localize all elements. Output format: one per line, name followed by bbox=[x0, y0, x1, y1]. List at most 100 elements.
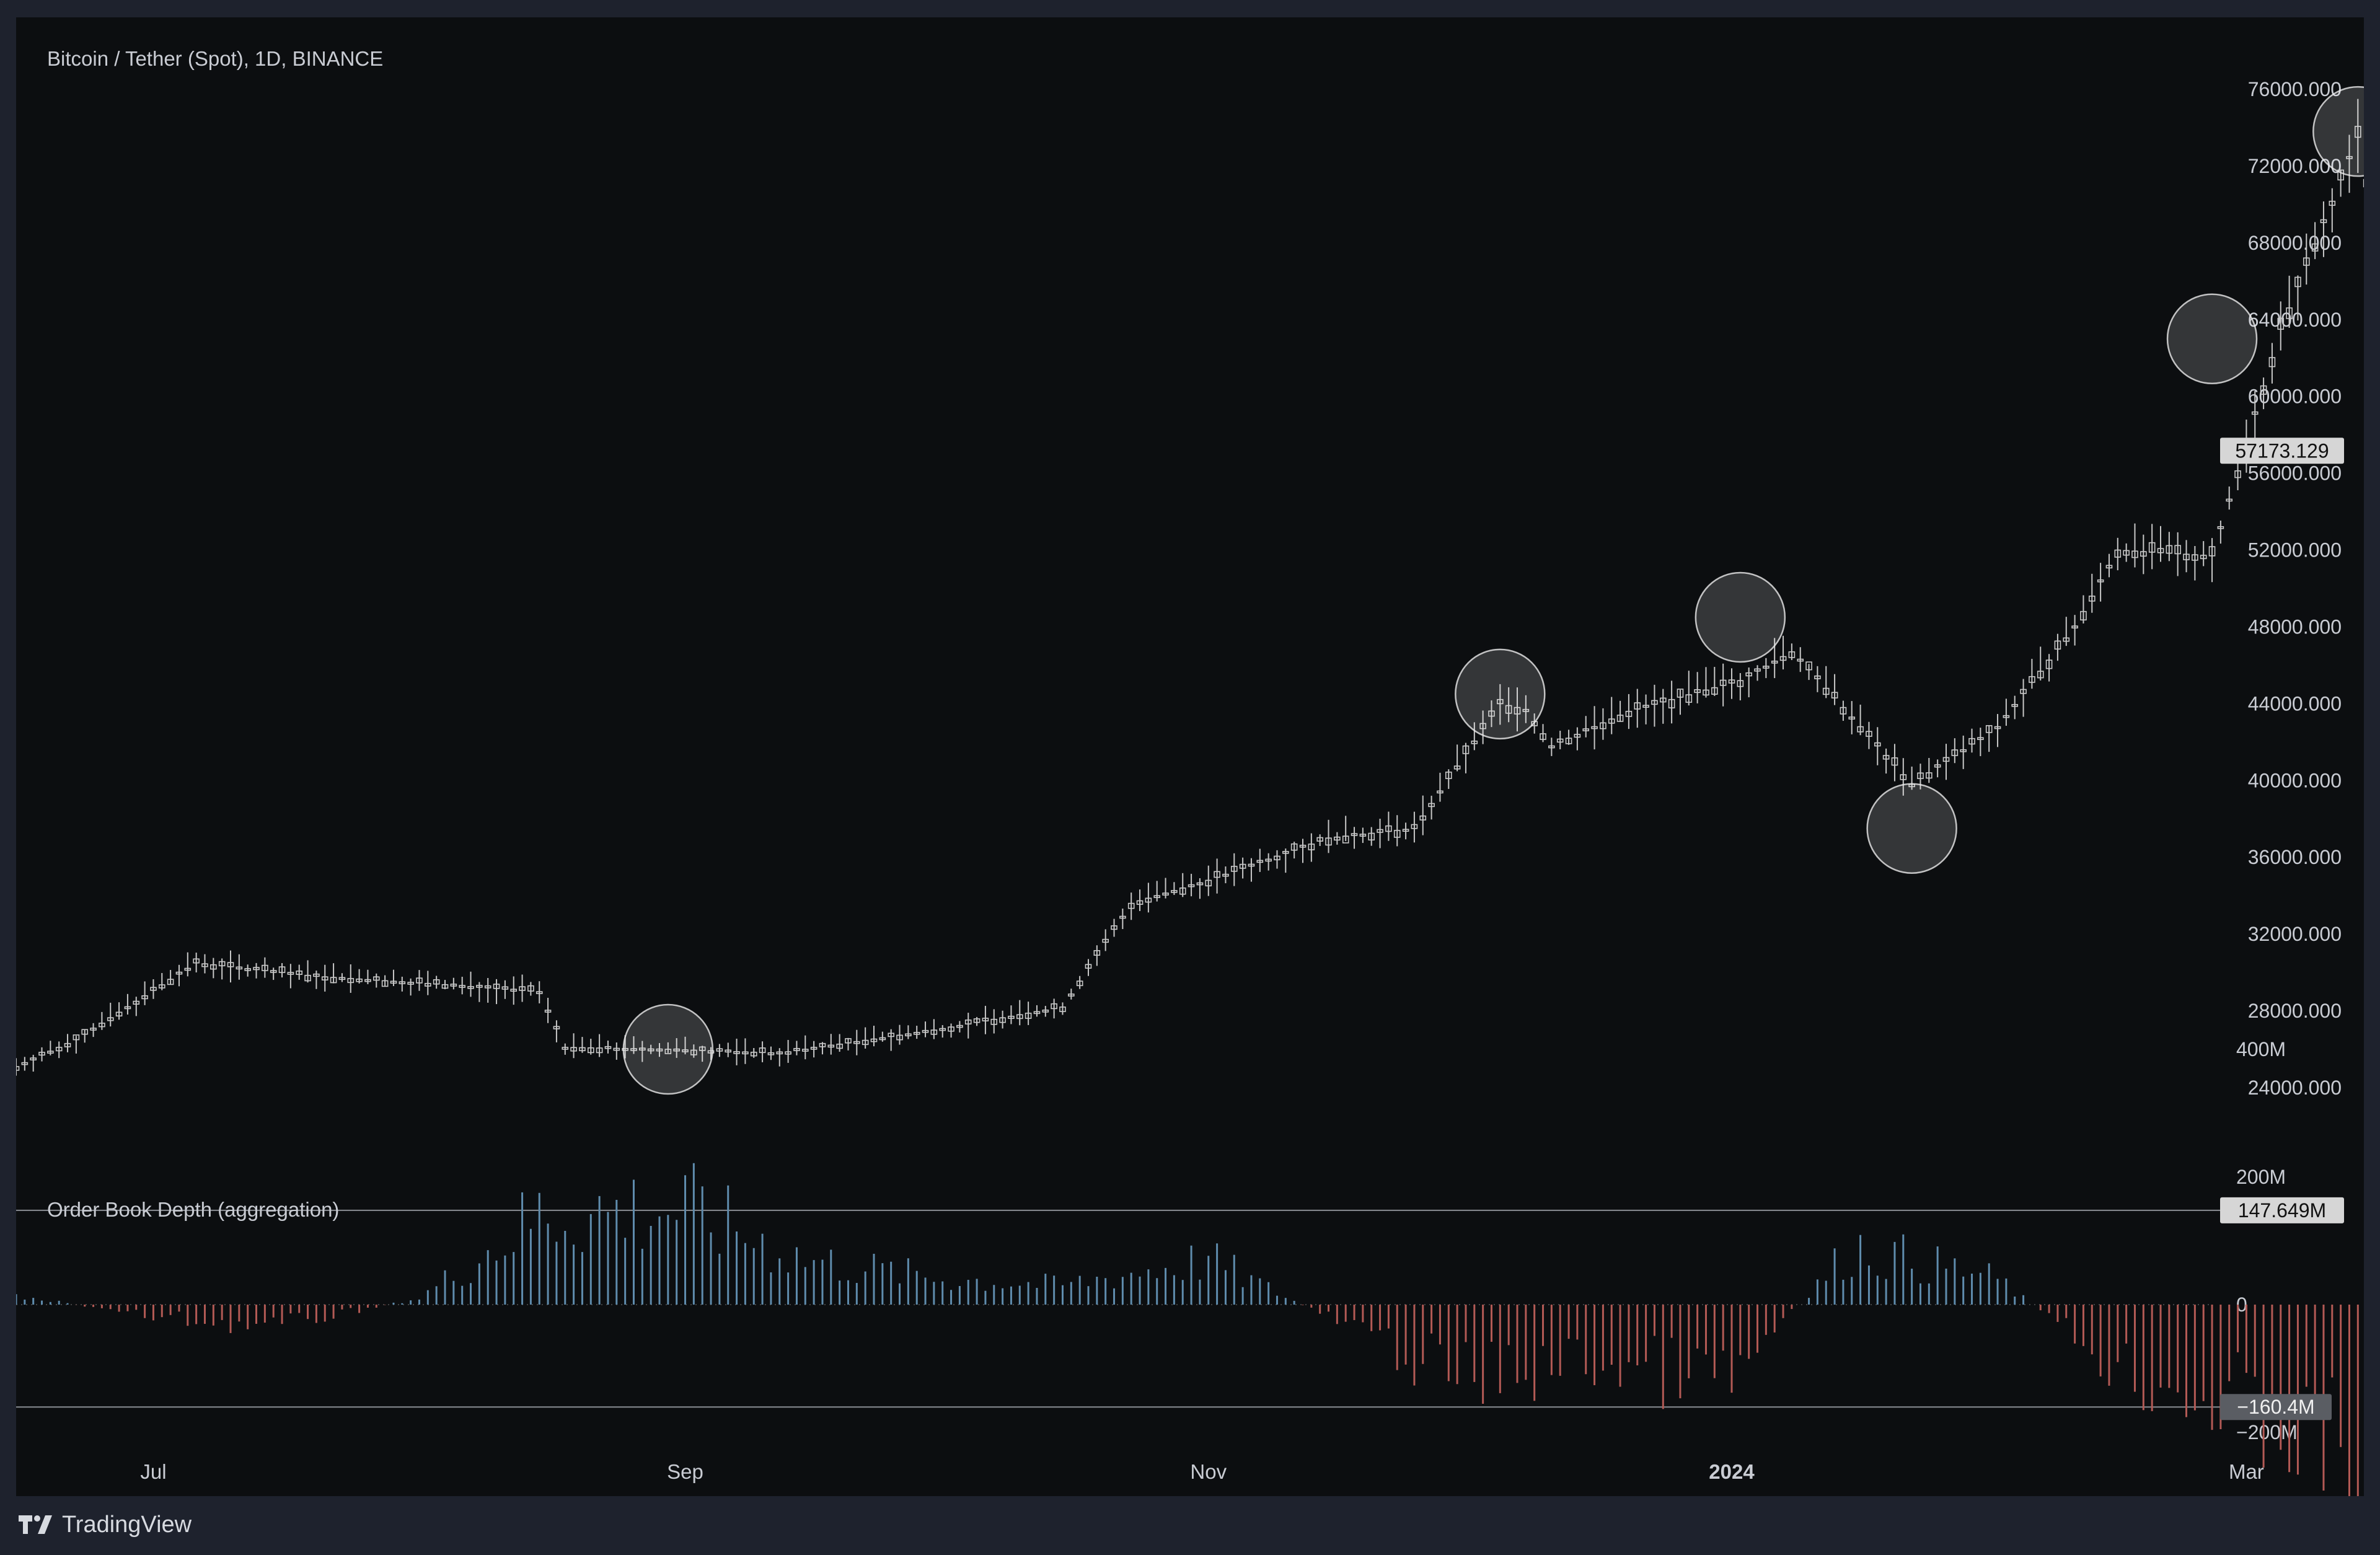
candle-body bbox=[785, 1051, 791, 1055]
candle-body bbox=[1556, 738, 1564, 743]
price-axis-tick-label: 48000.000 bbox=[2248, 615, 2342, 638]
candle-body bbox=[1411, 824, 1418, 829]
candle-body bbox=[425, 983, 431, 987]
price-axis-tick-label: 56000.000 bbox=[2248, 462, 2342, 485]
candle-body bbox=[622, 1047, 628, 1051]
candle-body bbox=[16, 1066, 20, 1071]
candle-body bbox=[519, 986, 526, 991]
candle-body bbox=[2148, 542, 2156, 553]
candle-body bbox=[1874, 742, 1881, 747]
candle-body bbox=[330, 977, 337, 984]
candle-body bbox=[870, 1038, 878, 1042]
candle-body bbox=[167, 979, 174, 985]
candle-body bbox=[1385, 825, 1392, 832]
candle-body bbox=[1008, 1015, 1015, 1019]
depth-axis-tick-label: 0 bbox=[2236, 1293, 2247, 1316]
candle-body bbox=[1694, 689, 1701, 694]
candle-body bbox=[982, 1018, 989, 1021]
candle-body bbox=[964, 1020, 972, 1024]
candle-body bbox=[2251, 411, 2259, 415]
candle-body bbox=[939, 1028, 946, 1031]
candle-body bbox=[1479, 723, 1486, 729]
candle-body bbox=[193, 958, 200, 964]
candle-body bbox=[1985, 725, 1993, 733]
candle-body bbox=[2208, 546, 2216, 557]
candle-body bbox=[1248, 863, 1255, 867]
candle-body bbox=[2260, 385, 2267, 395]
candle-body bbox=[1453, 765, 1461, 770]
candle-body bbox=[175, 971, 183, 975]
candle-body bbox=[1025, 1012, 1032, 1019]
time-axis-tick-label: Nov bbox=[1190, 1460, 1227, 1483]
candle-body bbox=[1136, 900, 1144, 905]
candle-body bbox=[1651, 700, 1658, 705]
candle-body bbox=[1068, 993, 1075, 997]
candle-body bbox=[682, 1049, 689, 1052]
candle-body bbox=[742, 1051, 749, 1055]
candle-body bbox=[1745, 672, 1752, 677]
candle-body bbox=[278, 966, 286, 973]
candle-body bbox=[1179, 888, 1186, 895]
candle-body bbox=[227, 962, 234, 967]
candle-body bbox=[1917, 772, 1924, 780]
price-axis-tick-label: 68000.000 bbox=[2248, 232, 2342, 254]
candle-body bbox=[1428, 803, 1435, 808]
candle-body bbox=[1334, 836, 1341, 841]
candle-body bbox=[1634, 702, 1641, 710]
candle-body bbox=[2080, 610, 2087, 621]
chart-title: Bitcoin / Tether (Spot), 1D, BINANCE bbox=[47, 47, 384, 70]
candle-body bbox=[836, 1043, 843, 1049]
price-axis-tick-label: 40000.000 bbox=[2248, 769, 2342, 791]
price-axis-tick-label: 64000.000 bbox=[2248, 309, 2342, 331]
candle-body bbox=[1127, 902, 1135, 909]
candle-body bbox=[2294, 276, 2301, 288]
candle-body bbox=[2140, 551, 2147, 557]
candle-body bbox=[459, 985, 465, 988]
candle-body bbox=[338, 977, 346, 980]
candle-body bbox=[1737, 680, 1744, 687]
candle-body bbox=[2114, 549, 2122, 558]
candle-body bbox=[1402, 829, 1409, 832]
tradingview-footer[interactable]: TradingView bbox=[19, 1509, 192, 1540]
candle-body bbox=[38, 1052, 45, 1056]
candle-body bbox=[407, 982, 414, 985]
candle-body bbox=[1162, 892, 1169, 896]
chart-svg[interactable]: 76000.000 72000.000 68000.000 64000.000 6000… bbox=[16, 17, 2364, 1496]
candle-body bbox=[441, 984, 449, 989]
candle-body bbox=[1308, 844, 1315, 850]
candle-body bbox=[510, 989, 518, 992]
candle-body bbox=[536, 991, 543, 994]
swing-point-highlight bbox=[622, 1003, 714, 1095]
depth-lower-badge bbox=[2220, 1394, 2332, 1421]
candle-body bbox=[905, 1033, 912, 1037]
candle-body bbox=[2045, 659, 2053, 669]
candle-body bbox=[750, 1052, 757, 1057]
candle-body bbox=[827, 1044, 835, 1048]
candle-body bbox=[1848, 716, 1856, 720]
candle-body bbox=[587, 1047, 594, 1054]
candle-body bbox=[270, 970, 277, 973]
candle-body bbox=[141, 995, 148, 1000]
candle-body bbox=[1728, 679, 1735, 684]
candle-body bbox=[1548, 745, 1555, 749]
candle-body bbox=[570, 1047, 577, 1052]
price-axis-tick-label: 28000.000 bbox=[2248, 1000, 2342, 1022]
candle-body bbox=[673, 1048, 680, 1052]
candle-body bbox=[1256, 860, 1264, 863]
swing-point-highlight bbox=[1695, 571, 1786, 663]
candle-body bbox=[913, 1032, 920, 1035]
candle-body bbox=[562, 1047, 569, 1050]
candle-body bbox=[922, 1029, 929, 1033]
candle-body bbox=[1393, 830, 1401, 838]
candle-body bbox=[2020, 689, 2027, 694]
candle-body bbox=[1831, 692, 1838, 698]
candle-body bbox=[21, 1062, 29, 1065]
candle-body bbox=[2226, 498, 2233, 502]
candle-body bbox=[2054, 640, 2061, 650]
depth-axis-tick-label: 200M bbox=[2236, 1166, 2286, 1188]
candle-body bbox=[1754, 668, 1761, 672]
candle-body bbox=[1703, 689, 1709, 696]
candle-body bbox=[1488, 710, 1495, 717]
candle-body bbox=[1214, 871, 1220, 878]
candle-body bbox=[1111, 925, 1117, 930]
